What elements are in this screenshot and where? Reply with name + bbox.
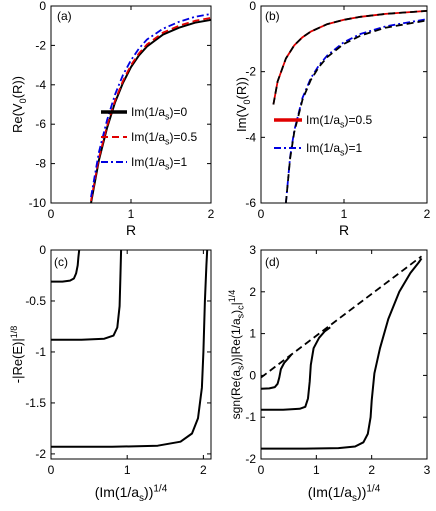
series-line-b-3 — [285, 19, 427, 203]
y-axis-label-c: -|Re(E)|1/8 — [9, 326, 25, 384]
y-tick-label-a: -6 — [35, 117, 46, 131]
legend-label-b-0: Im(1/as)=0.5 — [306, 113, 373, 130]
panel-label-d: (d) — [265, 255, 280, 269]
series-line-a-1 — [90, 16, 211, 202]
x-tick-label-b: 0 — [258, 207, 265, 221]
x-tick-label-a: 2 — [208, 207, 215, 221]
x-tick-label-d: 0 — [258, 463, 265, 477]
y-tick-label-c: 0 — [39, 243, 46, 257]
series-line-b-2 — [285, 18, 427, 203]
y-tick-label-b: -4 — [245, 130, 256, 144]
series-line-b-0 — [272, 10, 427, 105]
y-tick-label-b: 0 — [249, 0, 256, 13]
x-tick-label-b: 2 — [424, 207, 431, 221]
y-tick-label-b: -2 — [245, 65, 256, 79]
x-tick-label-a: 1 — [128, 207, 135, 221]
series-line-c-2 — [51, 250, 209, 448]
x-axis-label-a: R — [126, 222, 136, 238]
plot-frame-b — [260, 5, 428, 204]
y-tick-label-c: -1 — [35, 345, 46, 359]
x-tick-label-d: 2 — [368, 463, 375, 477]
plot-frame-c — [50, 249, 212, 460]
panel-b: 0 1 2 0 -2 -4 -6 (b) R Im(V0(R)) Im(1/as)=0.5 Im(1/… — [234, 0, 431, 238]
y-tick-label-a: -10 — [29, 196, 47, 210]
series-line-b-1 — [272, 10, 427, 105]
panel-label-c: (c) — [54, 255, 68, 269]
y-tick-label-d: 1 — [249, 327, 256, 341]
y-tick-label-d: 3 — [249, 243, 256, 257]
x-tick-label-d: 3 — [424, 463, 431, 477]
y-tick-label-b: -6 — [245, 196, 256, 210]
y-axis-label-d: sgn(Re(as))|Re(1/as)c|1/4 — [227, 290, 245, 420]
panel-label-a: (a) — [57, 9, 72, 23]
y-tick-label-a: -8 — [35, 157, 46, 171]
panel-a: 0 1 2 0 -2 -4 -6 -8 -10 (a) R Re(V0(R)) Im(1/as)=0 Im… — [10, 0, 215, 238]
panel-label-b: (b) — [265, 9, 280, 23]
y-tick-label-a: -2 — [35, 38, 46, 52]
y-tick-label-d: 2 — [249, 285, 256, 299]
legend-label-a-0: Im(1/as)=0 — [131, 105, 188, 122]
legend-label-a-2: Im(1/as)=1 — [131, 155, 188, 172]
y-tick-label-c: -2 — [35, 447, 46, 461]
y-axis-label-a: Re(V0(R)) — [10, 76, 28, 133]
x-tick-label-c: 2 — [200, 463, 207, 477]
x-tick-label-c: 0 — [48, 463, 55, 477]
y-axis-label-b: Im(V0(R)) — [234, 77, 252, 132]
series-line-d-0 — [261, 255, 423, 379]
panel-c: 0 1 2 0 -0.5 -1 -1.5 -2 (c) (Im(1/as))1/4 -|Re(E)|… — [9, 243, 212, 504]
series-line-c-1 — [51, 250, 123, 341]
x-tick-label-a: 0 — [48, 207, 55, 221]
x-tick-label-c: 1 — [124, 463, 131, 477]
y-tick-label-a: 0 — [39, 0, 46, 13]
legend-label-b-1: Im(1/as)=1 — [306, 141, 363, 158]
y-tick-label-a: -4 — [35, 78, 46, 92]
series-line-c-0 — [51, 250, 81, 283]
plot-frame-d — [260, 249, 428, 460]
series-line-a-2 — [90, 13, 211, 198]
y-tick-label-d: -1 — [245, 410, 256, 424]
series-line-d-2 — [261, 326, 331, 411]
x-axis-label-b: R — [339, 222, 349, 238]
x-axis-label-d: (Im(1/as))1/4 — [308, 483, 381, 504]
y-tick-label-c: -0.5 — [25, 294, 46, 308]
y-tick-label-c: -1.5 — [25, 396, 46, 410]
x-tick-label-b: 1 — [341, 207, 348, 221]
y-tick-label-d: -2 — [245, 452, 256, 466]
x-axis-label-c: (Im(1/as))1/4 — [95, 483, 168, 504]
series-line-d-1 — [261, 353, 293, 390]
x-tick-label-d: 1 — [313, 463, 320, 477]
panel-d: 0 1 2 3 3 2 1 0 -1 -2 (d) (Im(1/as))1/4 sgn(Re(as))|… — [227, 243, 430, 504]
legend-label-a-1: Im(1/as)=0.5 — [131, 130, 198, 147]
y-tick-label-d: 0 — [249, 368, 256, 382]
series-line-d-3 — [261, 257, 423, 450]
